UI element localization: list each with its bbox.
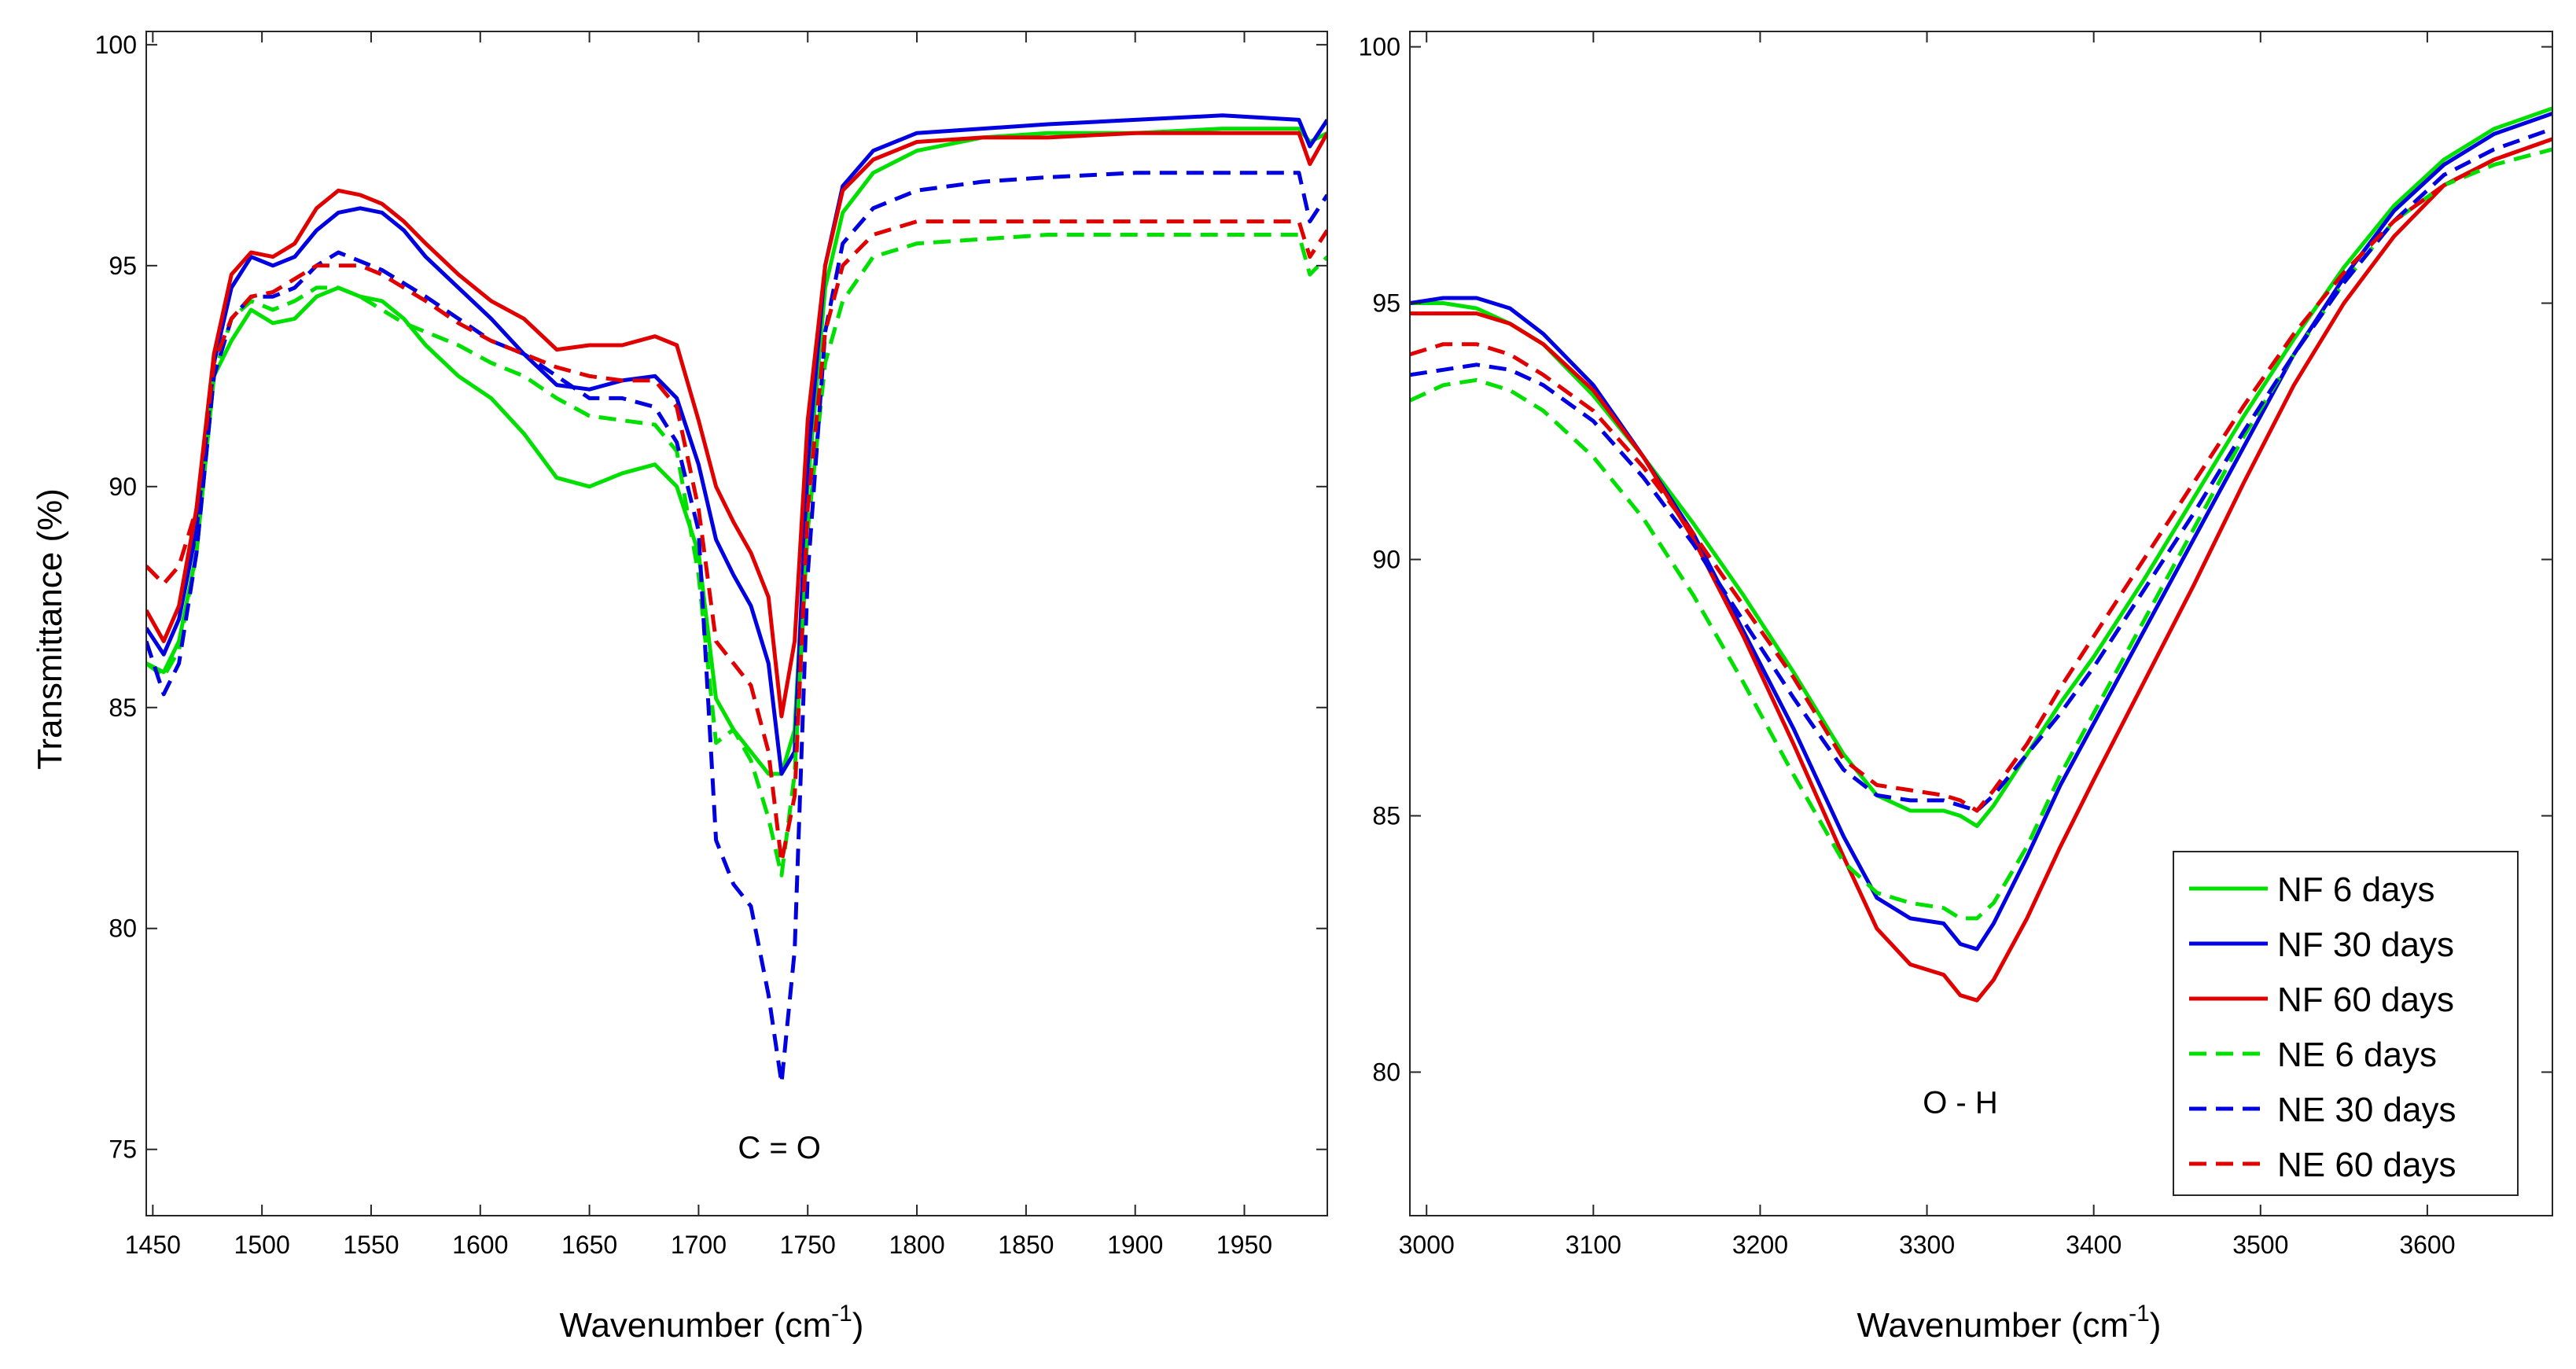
x-axis-label: Wavenumber (cm-1) [1857, 1301, 2162, 1345]
x-tick-label: 3100 [1566, 1231, 1621, 1259]
y-axis-label: Transmittance (%) [31, 488, 69, 770]
x-tick-label: 1500 [234, 1231, 290, 1259]
legend-label: NF 30 days [2277, 926, 2454, 964]
x-tick-label: 1700 [671, 1231, 727, 1259]
series-line-ne-30-days [146, 171, 1327, 1085]
legend-box [2173, 851, 2519, 1196]
series-group [146, 113, 1327, 1085]
series-line-nf-60-days [1410, 137, 2552, 1003]
y-tick-label: 75 [109, 1135, 137, 1164]
series-line-ne-60-days [1410, 137, 2552, 813]
legend: NF 6 days NF 30 days NF 60 days NE 6 days NE… [2173, 851, 2519, 1196]
y-tick-label: 90 [109, 473, 137, 501]
series-line-ne-30-days [1410, 127, 2552, 813]
legend-label: NF 60 days [2277, 981, 2454, 1019]
chart-panel-cxo: Transmittance (%) Wavenumber (cm-1) 1450… [31, 31, 1328, 1345]
plot-area-frame [145, 31, 1328, 1216]
series-line-ne-6-days [1410, 147, 2552, 921]
x-tick-label: 1750 [780, 1231, 836, 1259]
x-tick-label: 3200 [1732, 1231, 1788, 1259]
series-line-nf-6-days [146, 127, 1327, 776]
series-line-nf-6-days [1410, 106, 2552, 828]
y-tick-label: 80 [109, 915, 137, 943]
x-tick-label: 1450 [125, 1231, 181, 1259]
x-tick-label: 3000 [1399, 1231, 1455, 1259]
series-line-ne-60-days [146, 219, 1327, 864]
y-tick-label: 80 [1372, 1058, 1400, 1086]
x-tick-label: 3300 [1899, 1231, 1955, 1259]
y-tick-label: 100 [1359, 33, 1400, 61]
series-line-ne-6-days [146, 233, 1327, 878]
chart-panel-oh: Wavenumber (cm-1) 3000 3100 3200 3300 3400 35… [1359, 31, 2553, 1345]
x-tick-label: 1650 [561, 1231, 617, 1259]
x-tick-label: 1950 [1216, 1231, 1272, 1259]
y-tick-label: 95 [1372, 289, 1400, 318]
legend-label: NE 60 days [2277, 1146, 2456, 1184]
legend-label: NE 30 days [2277, 1091, 2456, 1129]
x-tick-label: 3400 [2066, 1231, 2122, 1259]
y-tick-label: 95 [109, 252, 137, 280]
series-line-nf-60-days [146, 131, 1327, 719]
y-tick-label: 90 [1372, 546, 1400, 574]
peak-annotation: C = O [738, 1131, 821, 1165]
x-tick-label: 1550 [343, 1231, 399, 1259]
y-tick-label: 85 [109, 694, 137, 722]
legend-label: NE 6 days [2277, 1036, 2437, 1074]
series-line-nf-30-days [1410, 111, 2552, 951]
series-group [1410, 106, 2552, 1003]
y-tick-label: 85 [1372, 801, 1400, 830]
x-tick-label: 3500 [2232, 1231, 2288, 1259]
y-tick-label: 100 [95, 31, 137, 59]
x-tick-label: 1600 [452, 1231, 508, 1259]
x-tick-label: 1850 [998, 1231, 1054, 1259]
x-tick-label: 3600 [2399, 1231, 2455, 1259]
peak-annotation: O - H [1923, 1086, 1998, 1121]
x-axis-label: Wavenumber (cm-1) [560, 1301, 864, 1345]
plot-area-frame [1409, 31, 2553, 1216]
x-tick-label: 1800 [889, 1231, 944, 1259]
legend-label: NF 6 days [2277, 870, 2435, 909]
x-tick-label: 1900 [1107, 1231, 1163, 1259]
series-line-nf-30-days [146, 113, 1327, 776]
